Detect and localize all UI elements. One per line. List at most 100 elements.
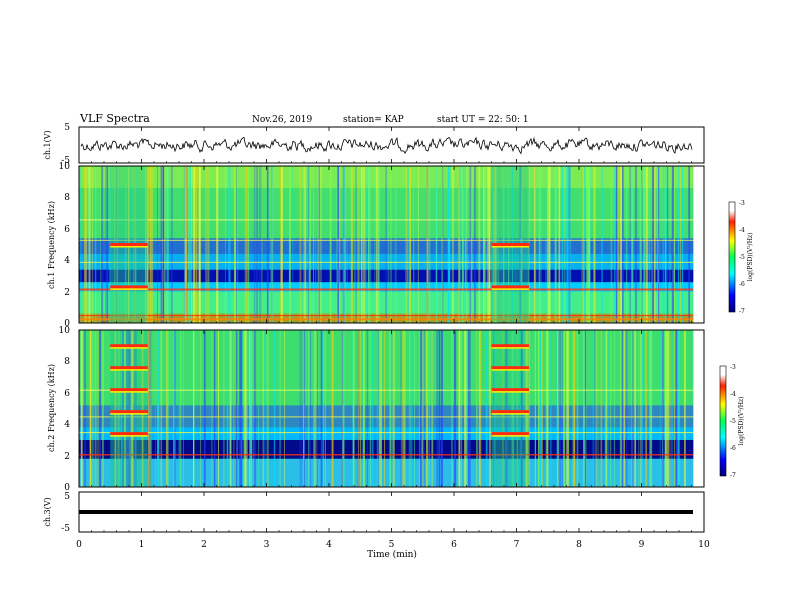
spectrogram-streak [343,330,345,487]
spectrogram-streak [376,330,379,487]
spectrogram-streak [435,166,437,323]
spectrogram-streak [108,166,111,323]
spectrogram-streak [89,330,91,487]
spectrogram-streak [435,166,438,323]
spectrogram-streak [679,166,682,323]
spectrogram-tone-edge [491,288,529,290]
spectrogram-streak [581,166,582,323]
ch1-spec-ylabel: ch.1 Frequency (kHz) [47,201,56,289]
spectrogram-streak [489,330,491,487]
spectrogram-streak [666,330,669,487]
spectrogram-streak [149,166,152,323]
spectrogram-streak [102,166,104,323]
ch1-cb-tick-m5: -5 [739,254,745,261]
ch1-ytick-top: 5 [64,123,70,133]
time-tick-label: 3 [264,540,270,550]
spectrogram-streak [605,330,608,487]
spectrogram-streak [306,166,309,323]
spectrogram-streak [216,166,219,323]
spectrogram-streak [270,166,273,323]
spectrogram-streak [342,330,345,487]
spectrogram-streak [236,330,238,487]
spectrogram-streak [604,330,607,487]
spectrogram-streak [246,166,248,323]
spectrogram-streak [338,166,341,323]
ch1-ytick-bottom: -5 [61,156,70,166]
ch1-colorbar-label: log(PSD)(V²/Hz) [747,233,754,282]
spectrogram-streak [92,330,94,487]
time-tick-label: 10 [698,540,710,550]
spectrogram-streak [426,330,429,487]
spectrogram-streak [205,166,207,323]
spectrogram-streak [474,166,476,323]
spectrogram-streak [244,330,247,487]
spectrogram-band [79,313,704,323]
ch3-ytick-bottom: -5 [61,524,70,534]
spectrogram-streak [623,330,625,487]
ch1-colorbar [728,201,736,313]
spectrogram-streak [308,166,311,323]
spectrogram-streak [600,330,603,487]
ch1-freq-tick-8: 8 [64,193,70,203]
spectrogram-streak [413,166,415,323]
spectrogram-streak [483,166,485,323]
spectrogram-streak [645,330,648,487]
spectrogram-streak [130,330,132,487]
time-axis: 0 1 2 3 4 5 6 7 8 9 10 [76,127,710,550]
spectrogram-streak [519,330,522,487]
spectrogram-streak [308,330,310,487]
spectrogram-streak [152,166,154,323]
spectrogram-streak [464,330,466,487]
spectrogram-streak [633,330,636,487]
spectrogram-streak [671,166,675,323]
spectrogram-streak [685,330,686,487]
spectrogram-streak [193,330,195,487]
spectrogram-streak [241,330,243,487]
spectrogram-streak [465,330,468,487]
spectrogram-streak [631,330,633,487]
spectrogram-streak [476,330,478,487]
spectrogram-streak [263,330,266,487]
spectrogram-streak [545,330,548,487]
spectrogram-streak [392,330,394,487]
spectrogram-streak [485,330,488,487]
spectrogram-streak [200,330,202,487]
spectrogram-streak [273,330,276,487]
spectrogram-line [79,239,704,241]
spectrogram-streak [313,330,316,487]
spectrogram-streak [478,330,481,487]
spectrogram-streak [400,330,402,487]
ch2-colorbar [719,365,727,477]
spectrogram-streak [593,166,595,323]
spectrogram-streak [236,330,238,487]
spectrogram-streak [468,330,471,487]
spectrogram-streak [86,166,88,323]
spectrogram-streak [597,330,599,487]
spectrogram-streak [193,330,194,487]
spectrogram-streak [131,330,134,487]
spectrogram-streak [631,166,633,323]
spectrogram-tone-edge [110,391,148,393]
spectrogram-noisy-interval [110,330,148,487]
spectrogram-streak [385,166,387,323]
spectrogram-streak [324,330,326,487]
spectrogram-streak [589,166,591,323]
spectrogram-streak [631,166,634,323]
spectrogram-streak [183,330,184,487]
spectrogram-streak [279,330,282,487]
ch2-freq-tick-6: 6 [64,389,70,399]
spectrogram-streak [546,166,549,323]
spectrogram-streak [650,166,653,323]
spectrogram-streak [253,330,255,487]
time-tick-label: 0 [76,540,82,550]
spectrogram-streak [180,330,182,487]
spectrogram-streak [407,166,409,323]
spectrogram-streak [429,330,430,487]
spectrogram-streak [149,330,152,487]
spectrogram-streak [390,166,392,323]
spectrogram-streak [163,166,166,323]
time-tick-label: 2 [201,540,207,550]
spectrogram-streak [528,330,530,487]
spectrogram-streak [80,330,83,487]
spectrogram-streak [218,330,219,487]
